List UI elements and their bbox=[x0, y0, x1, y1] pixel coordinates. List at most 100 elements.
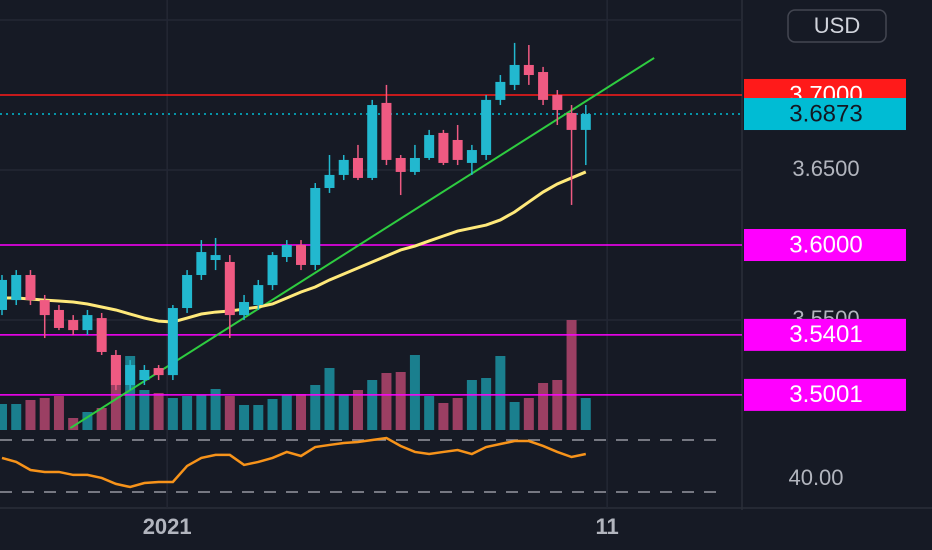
candle-body bbox=[481, 99, 492, 155]
price-tag-label: 3.5401 bbox=[789, 321, 862, 348]
volume-bar bbox=[566, 320, 577, 430]
candle-body bbox=[538, 72, 549, 100]
price-tag bbox=[744, 318, 906, 351]
volume-bar bbox=[53, 396, 64, 430]
candle-body bbox=[139, 369, 150, 381]
candle-body bbox=[224, 261, 235, 316]
candle-body bbox=[381, 102, 392, 160]
candle-body bbox=[39, 300, 50, 316]
moving-average bbox=[1, 170, 587, 324]
candle-body bbox=[267, 255, 278, 286]
candle-body bbox=[438, 132, 449, 163]
candle-body bbox=[580, 114, 591, 130]
y-tick-label: 3.6500 bbox=[792, 156, 859, 181]
volume-bar bbox=[281, 395, 292, 430]
volume-bar bbox=[310, 385, 321, 430]
candle-body bbox=[466, 150, 477, 163]
candle-body bbox=[153, 368, 164, 376]
price-tag-label: 3.5001 bbox=[789, 381, 862, 408]
volume-bar bbox=[495, 356, 506, 430]
volume-bar bbox=[381, 373, 392, 430]
candle-body bbox=[424, 135, 435, 158]
x-tick-label: 11 bbox=[596, 514, 619, 539]
volume-bar bbox=[239, 405, 250, 430]
candle-body bbox=[367, 105, 378, 178]
candle-body bbox=[409, 157, 420, 172]
volume-bar bbox=[182, 396, 193, 430]
candle-body bbox=[182, 275, 193, 309]
volume-bar bbox=[580, 398, 591, 430]
candle-body bbox=[552, 94, 563, 110]
volume-bar bbox=[338, 395, 349, 430]
candle-body bbox=[68, 320, 79, 331]
volume-bar bbox=[352, 390, 363, 430]
candle-body bbox=[239, 302, 250, 316]
x-tick-label: 2021 bbox=[143, 514, 192, 539]
volume-bar bbox=[552, 380, 563, 430]
candle-body bbox=[11, 275, 22, 301]
volume-bar bbox=[139, 390, 150, 430]
rsi-line bbox=[1, 436, 587, 489]
volume-bar bbox=[538, 383, 549, 430]
volume-bar bbox=[367, 380, 378, 430]
candle-body bbox=[253, 285, 264, 306]
volume-bar bbox=[324, 368, 335, 430]
candle-body bbox=[196, 252, 207, 276]
price-tag-label: 3.6000 bbox=[789, 231, 862, 258]
volume-bar bbox=[167, 398, 178, 430]
volume-bar bbox=[424, 396, 435, 430]
candle-body bbox=[395, 157, 406, 172]
price-tag-label: 3.6873 bbox=[789, 100, 862, 127]
volume-bar bbox=[82, 412, 93, 430]
candle-body bbox=[25, 275, 36, 301]
candle-body bbox=[167, 308, 178, 376]
volume-bar bbox=[224, 396, 235, 430]
price-tag bbox=[744, 98, 906, 131]
price-tag bbox=[744, 378, 906, 411]
volume-bar bbox=[481, 378, 492, 430]
volume-bar bbox=[509, 402, 520, 430]
candle-body bbox=[96, 318, 107, 352]
volume-bar bbox=[253, 405, 264, 430]
candle-body bbox=[324, 174, 335, 188]
volume-bar bbox=[196, 395, 207, 430]
volume-bar bbox=[39, 398, 50, 430]
candle-body bbox=[210, 255, 221, 261]
volume-bar bbox=[452, 398, 463, 430]
candle-body bbox=[281, 245, 292, 258]
currency-button-label[interactable]: USD bbox=[814, 13, 860, 38]
candle-body bbox=[310, 187, 321, 265]
volume-bar bbox=[25, 400, 36, 430]
price-tag bbox=[744, 229, 906, 262]
volume-bar bbox=[110, 355, 121, 430]
volume-bar bbox=[438, 403, 449, 430]
volume-bar bbox=[267, 399, 278, 430]
volume-bar bbox=[466, 380, 477, 430]
volume-bar bbox=[296, 394, 307, 430]
candle-body bbox=[110, 354, 121, 385]
candle-body bbox=[0, 279, 7, 310]
volume-bar bbox=[11, 404, 22, 430]
volume-bar bbox=[68, 418, 79, 430]
volume-bar bbox=[409, 355, 420, 430]
candle-body bbox=[566, 112, 577, 130]
volume-bar bbox=[523, 398, 534, 430]
candle-body bbox=[452, 139, 463, 160]
candle-body bbox=[352, 157, 363, 178]
candle-body bbox=[125, 365, 136, 385]
volume-bar bbox=[0, 404, 7, 430]
volume-bar bbox=[125, 356, 136, 430]
rsi-tick-label: 40.00 bbox=[788, 465, 843, 490]
candle-body bbox=[509, 64, 520, 85]
candle-body bbox=[523, 64, 534, 76]
candle-body bbox=[53, 309, 64, 328]
candle-body bbox=[82, 315, 93, 331]
volume-bar bbox=[96, 408, 107, 430]
candle-body bbox=[495, 81, 506, 100]
currency-button[interactable] bbox=[787, 9, 887, 43]
volume-bar bbox=[153, 393, 164, 430]
volume-bar bbox=[395, 372, 406, 430]
candle-body bbox=[296, 245, 307, 265]
candle-body bbox=[338, 159, 349, 175]
